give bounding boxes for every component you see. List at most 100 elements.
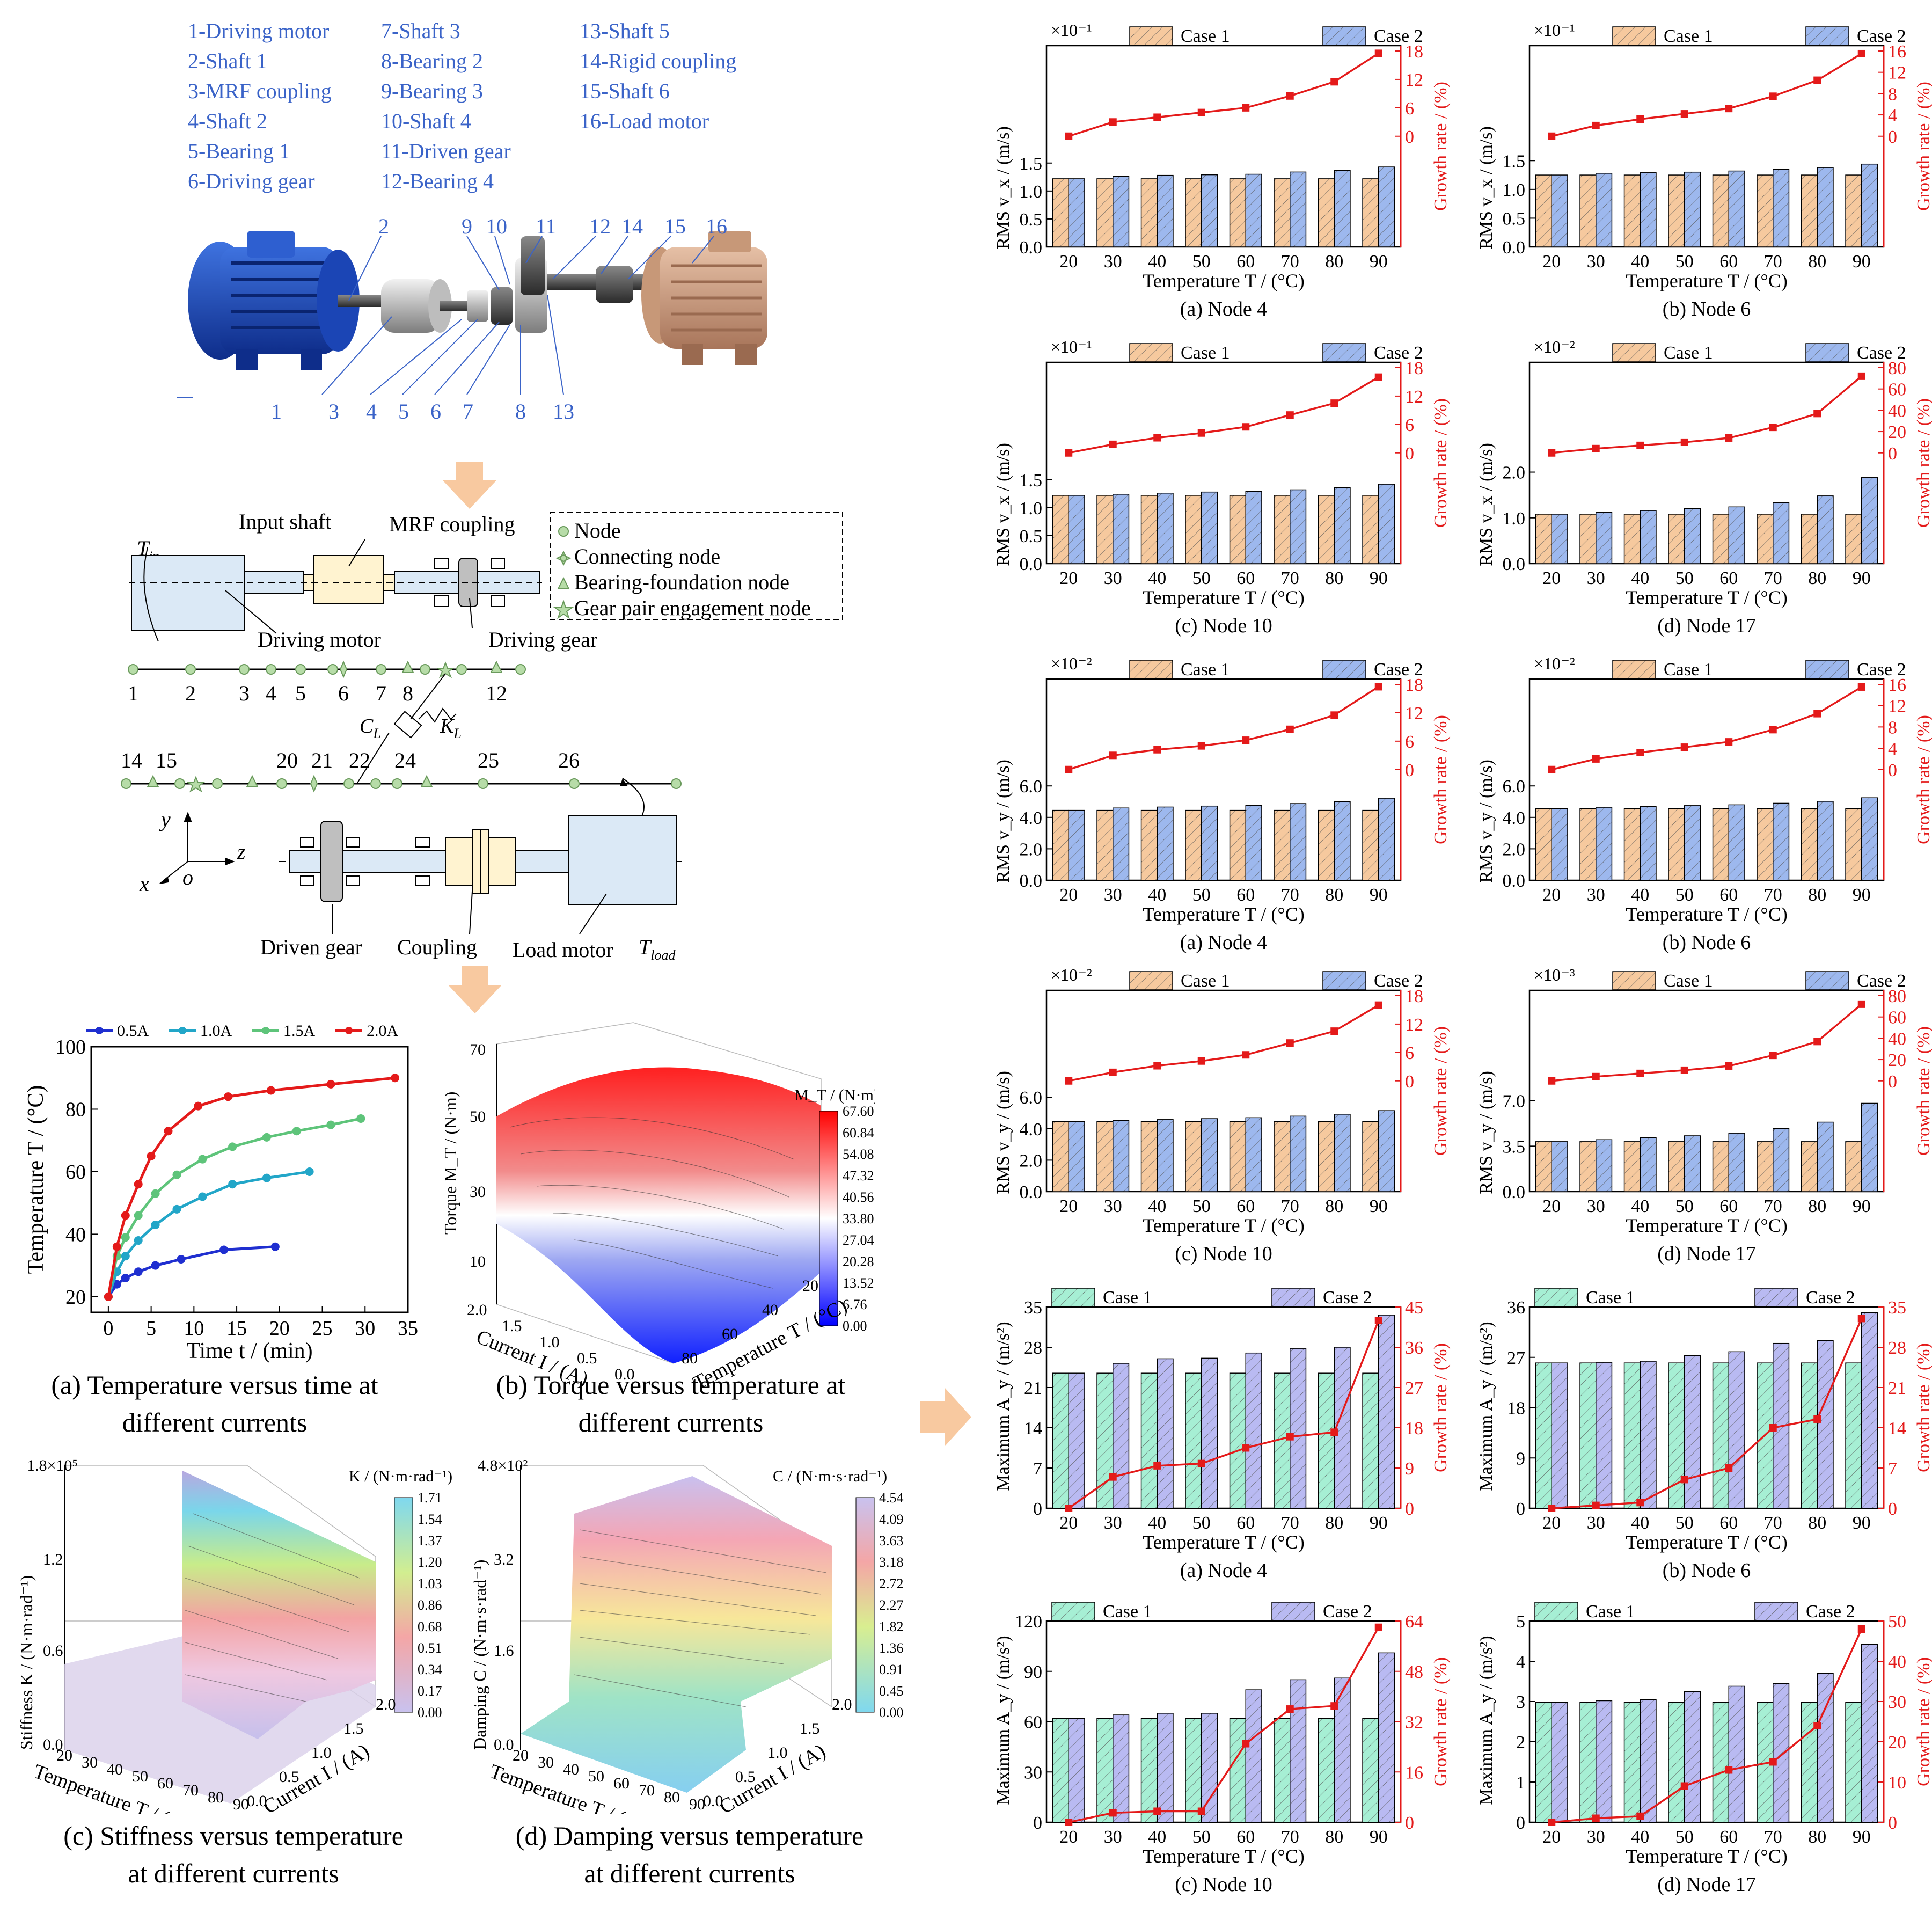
vy-n6-growth-point-1 bbox=[1592, 755, 1600, 763]
vx-n17-growth-point-3 bbox=[1680, 438, 1688, 446]
vy-n10-ylabel: RMS v_y / (m/s) bbox=[993, 1071, 1013, 1194]
bar-chart-vx-n4: 0.0 0.5 1.0 1.5 RMS v_x / (m/s) 0 6 12 18 Growth … bbox=[993, 20, 1451, 320]
vx-n17-bar-case1-80 bbox=[1801, 514, 1818, 564]
vy-n10-growth-point-6 bbox=[1330, 1027, 1338, 1035]
component-col3-1: 14-Rigid coupling bbox=[580, 49, 737, 73]
temp-ytick-4: 100 bbox=[55, 1036, 86, 1058]
vx-n17-legend-case2: Case 2 bbox=[1857, 343, 1906, 363]
vy-n4-bar-case2-50 bbox=[1201, 805, 1218, 881]
vx-n10-ytick-0: 0.0 bbox=[1020, 554, 1043, 574]
damp-xticks-0: 20 bbox=[513, 1747, 529, 1764]
ay-n4-xtick-40: 40 bbox=[1148, 1513, 1166, 1533]
temp-series-2.0A bbox=[107, 1076, 396, 1297]
vx-n4-legend-case2: Case 2 bbox=[1374, 26, 1423, 46]
vy-n17-bar-case2-30 bbox=[1596, 1139, 1613, 1192]
vx-n6-scale: ×10⁻¹ bbox=[1534, 20, 1575, 40]
bar-chart-ay-n17: 0 1 2 3 4 5 Maximum A_y / (m/s²) 0 10 20 30 40 50 Gro… bbox=[1476, 1602, 1932, 1896]
temp-point-0.5A-4 bbox=[151, 1261, 160, 1270]
vy-n4-bar-case1-90 bbox=[1362, 809, 1379, 881]
vy-n6-growth-point-3 bbox=[1680, 743, 1688, 751]
callout-12: 12 bbox=[589, 215, 611, 238]
ay-n17-growth-point-6 bbox=[1813, 1722, 1821, 1729]
ay-n10-ylabel: Maximum A_y / (m/s²) bbox=[993, 1635, 1013, 1805]
ay-n4-gtick-2: 18 bbox=[1405, 1419, 1423, 1439]
vx-n4-gtick-2: 12 bbox=[1405, 70, 1423, 90]
vx-n10-xtick-40: 40 bbox=[1148, 568, 1166, 588]
ay-n17-ytick-0: 0 bbox=[1516, 1813, 1525, 1833]
ay-n10-growth-line bbox=[1068, 1626, 1380, 1823]
vy-n10-bar-case1-50 bbox=[1185, 1121, 1202, 1192]
driven-gear-label: Driven gear bbox=[260, 935, 362, 959]
damping-ztick-3: 0.0 bbox=[494, 1736, 514, 1754]
vx-n4-bar-case1-60 bbox=[1229, 178, 1246, 247]
ay-n4-xtick-30: 30 bbox=[1104, 1513, 1122, 1533]
ay-n6-bar-case2-60 bbox=[1728, 1351, 1745, 1509]
ay-n6-xtick-80: 80 bbox=[1808, 1513, 1826, 1533]
torque-cb-ticks-3: 47.32 bbox=[843, 1168, 874, 1184]
upper-node-markers bbox=[128, 660, 526, 678]
vx-n10-xlabel: Temperature T / (°C) bbox=[1143, 587, 1304, 608]
vy-n17-xtick-30: 30 bbox=[1587, 1196, 1605, 1216]
ay-n4-ytick-4: 28 bbox=[1024, 1338, 1042, 1358]
mesh-spring-damper bbox=[356, 673, 457, 784]
vx-n4-bar-case1-40 bbox=[1140, 178, 1158, 247]
ay-n4-growth-point-4 bbox=[1242, 1444, 1250, 1452]
vy-n17-legend-case1-swatch bbox=[1612, 971, 1656, 990]
ay-n10-glabel: Growth rate / (%) bbox=[1431, 1657, 1451, 1786]
vx-n6-xtick-40: 40 bbox=[1631, 252, 1649, 272]
vy-n10-bar-case1-80 bbox=[1318, 1121, 1335, 1192]
vy-n6-xtick-40: 40 bbox=[1631, 885, 1649, 905]
vy-n4-gtick-2: 12 bbox=[1405, 704, 1423, 724]
vy-n17-gtick-4: 80 bbox=[1888, 987, 1906, 1006]
stiff-xticks-5: 70 bbox=[182, 1781, 199, 1799]
ay-n6-growth-point-7 bbox=[1857, 1315, 1865, 1323]
ay-n6-bar-case1-60 bbox=[1712, 1362, 1729, 1509]
input-shaft-label: Input shaft bbox=[239, 509, 331, 534]
temp-point-2.0A-8 bbox=[266, 1086, 275, 1095]
vx-n10-growth-point-3 bbox=[1197, 429, 1205, 437]
stiffness-ztick-3: 0.0 bbox=[43, 1736, 63, 1754]
ay-n17-bar-case2-40 bbox=[1640, 1699, 1657, 1823]
vy-n10-gtick-2: 12 bbox=[1405, 1015, 1423, 1035]
ay-n10-bar-case2-70 bbox=[1290, 1679, 1307, 1823]
damp-cb-ticks-6: 1.82 bbox=[879, 1619, 904, 1634]
ay-n10-gtick-0: 0 bbox=[1405, 1813, 1414, 1833]
vy-n6-bar-case1-20 bbox=[1535, 808, 1553, 881]
torque-xtick-1: 1.0 bbox=[539, 1333, 560, 1351]
ay-n4-bar-case2-30 bbox=[1113, 1363, 1130, 1509]
ay-n6-bar-case2-20 bbox=[1551, 1362, 1568, 1509]
vx-n17-bar-case2-80 bbox=[1817, 495, 1834, 564]
vy-n17-growth-point-7 bbox=[1857, 1000, 1865, 1008]
legend-connecting-node: Connecting node bbox=[574, 544, 720, 568]
torque-cb-ticks-1: 60.84 bbox=[843, 1125, 874, 1141]
vx-n17-growth-point-1 bbox=[1592, 444, 1600, 452]
vx-n6-growth-point-1 bbox=[1592, 121, 1600, 129]
caption-c-line1: (c) Stiffness versus temperature bbox=[63, 1821, 404, 1851]
ay-n6-ytick-0: 0 bbox=[1516, 1499, 1525, 1519]
temp-chart-frame bbox=[90, 1046, 409, 1313]
stiffness-colorbar bbox=[394, 1497, 413, 1713]
temp-legend-0.5A: 0.5A bbox=[117, 1022, 149, 1040]
ay-n10-xtick-30: 30 bbox=[1104, 1827, 1122, 1847]
ay-n6-legend-case1-swatch bbox=[1534, 1288, 1578, 1307]
ay-n6-ytick-3: 27 bbox=[1507, 1348, 1525, 1368]
torque-ztick-70: 70 bbox=[470, 1041, 486, 1058]
stiff-cb-ticks-4: 1.03 bbox=[418, 1576, 442, 1591]
vx-n6-bar-case2-40 bbox=[1640, 172, 1657, 247]
vy-n10-growth-point-1 bbox=[1109, 1068, 1117, 1076]
vx-n10-bar-case2-20 bbox=[1068, 495, 1085, 564]
vx-n4-bar-case1-30 bbox=[1096, 178, 1114, 247]
vx-n17-growth-point-6 bbox=[1813, 410, 1821, 418]
vx-n4-bar-case2-50 bbox=[1201, 174, 1218, 247]
ay-n17-growth-line bbox=[1552, 1629, 1863, 1823]
vy-n10-xtick-80: 80 bbox=[1325, 1196, 1343, 1216]
vy-n17-scale: ×10⁻³ bbox=[1534, 965, 1575, 984]
vy-n4-ytick-3: 6.0 bbox=[1020, 777, 1043, 797]
vy-n4-xtick-60: 60 bbox=[1236, 885, 1255, 905]
ay-n10-growth-point-4 bbox=[1242, 1740, 1250, 1748]
vx-n6-bar-case1-70 bbox=[1757, 174, 1774, 247]
ay-n6-growth-point-4 bbox=[1725, 1464, 1733, 1472]
torque-ytick-20: 20 bbox=[802, 1277, 818, 1295]
temp-legend-marker-1.0A bbox=[179, 1027, 186, 1034]
